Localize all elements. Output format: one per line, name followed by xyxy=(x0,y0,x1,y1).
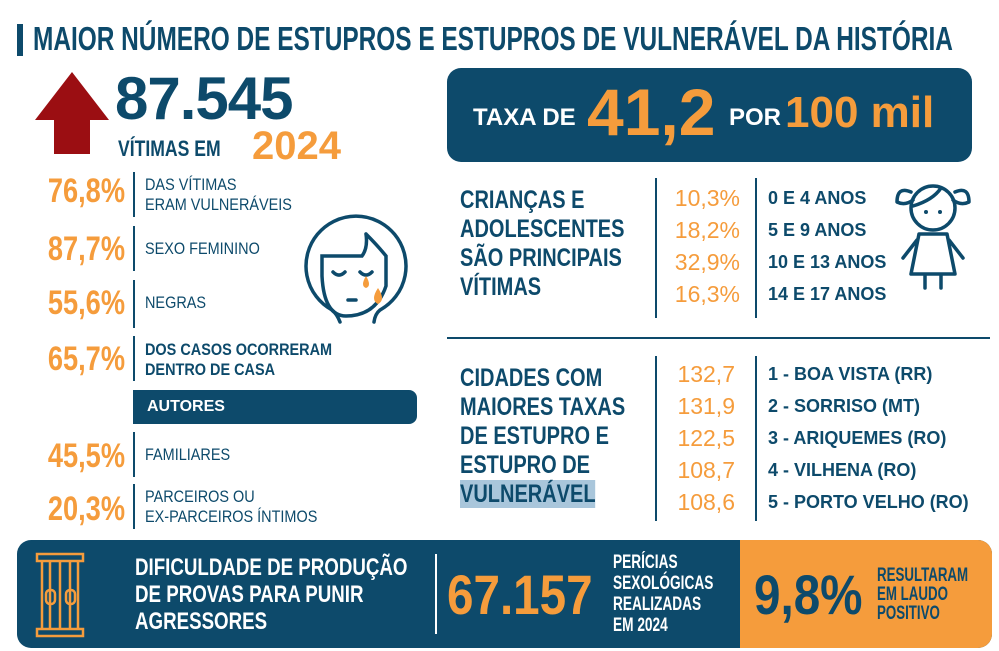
rate-value: 41,2 xyxy=(587,75,716,149)
divider xyxy=(655,356,657,521)
divider xyxy=(133,336,135,381)
victims-year: 2024 xyxy=(252,124,341,168)
divider xyxy=(133,280,135,328)
children-ages: 0 E 4 ANOS 5 E 9 ANOS 10 E 13 ANOS 14 E 17 … xyxy=(768,188,887,304)
divider xyxy=(655,178,657,318)
rate-mid: POR xyxy=(729,104,782,131)
stat-value: 76,8% xyxy=(47,172,125,210)
section-divider xyxy=(447,337,990,339)
victims-label: VÍTIMAS EM xyxy=(118,136,221,161)
page-title: MAIOR NÚMERO DE ESTUPROS E ESTUPROS DE V… xyxy=(33,20,953,57)
stat-value: 65,7% xyxy=(47,340,125,378)
positive-pct: 9,8% xyxy=(754,563,863,626)
victims-number: 87.545 xyxy=(115,65,294,132)
positive-label: RESULTARAM EM LAUDO POSITIVO xyxy=(877,565,969,624)
divider xyxy=(755,356,757,521)
rate-box: TAXA DE 41,2 POR 100 mil xyxy=(447,68,972,162)
children-heading: CRIANÇAS E ADOLESCENTES SÃO PRINCIPAIS VÍTI… xyxy=(460,186,625,301)
author-label: FAMILIARES xyxy=(145,445,231,464)
arrow-up-icon xyxy=(35,72,109,154)
stat-value: 87,7% xyxy=(47,230,125,268)
authors-header: AUTORES xyxy=(133,390,417,424)
cities-heading: CIDADES COM MAIORES TAXAS DE ESTUPRO E ESTU… xyxy=(460,364,626,508)
divider xyxy=(435,554,437,634)
children-values: 10,3% 18,2% 32,9% 16,3% xyxy=(674,185,740,307)
stat-label: DOS CASOS OCORRERAM DENTRO DE CASA xyxy=(145,340,333,379)
girl-icon xyxy=(895,184,971,290)
rate-per: 100 mil xyxy=(785,88,935,137)
author-label: PARCEIROS OU EX-PARCEIROS ÍNTIMOS xyxy=(145,487,318,526)
author-value: 45,5% xyxy=(47,437,125,475)
divider xyxy=(133,484,135,529)
divider xyxy=(755,178,757,318)
cities-names: 1 - BOA VISTA (RR) 2 - SORRISO (MT) 3 - AR… xyxy=(768,364,969,512)
bottom-banner: DIFICULDADE DE PRODUÇÃO DE PROVAS PARA PU… xyxy=(17,540,992,648)
exams-number: 67.157 xyxy=(447,563,593,626)
positive-panel: 9,8% RESULTARAM EM LAUDO POSITIVO xyxy=(740,540,992,648)
banner-text: DIFICULDADE DE PRODUÇÃO DE PROVAS PARA PU… xyxy=(135,554,408,635)
stat-value: 55,6% xyxy=(47,284,125,322)
exams-label: PERÍCIAS SEXOLÓGICAS REALIZADAS EM 2024 xyxy=(613,552,714,636)
crying-face-icon xyxy=(304,214,408,324)
rate-prefix: TAXA DE xyxy=(473,104,576,131)
jail-bars-icon xyxy=(35,552,85,638)
divider xyxy=(133,172,135,217)
author-value: 20,3% xyxy=(47,490,125,528)
divider xyxy=(133,432,135,477)
stat-label: NEGRAS xyxy=(145,293,207,312)
title-accent-bar xyxy=(17,24,23,56)
divider xyxy=(133,226,135,271)
stat-label: DAS VÍTIMAS ERAM VULNERÁVEIS xyxy=(145,175,292,214)
stat-label: SEXO FEMININO xyxy=(145,239,260,258)
cities-values: 132,7 131,9 122,5 108,7 108,6 xyxy=(677,361,735,515)
